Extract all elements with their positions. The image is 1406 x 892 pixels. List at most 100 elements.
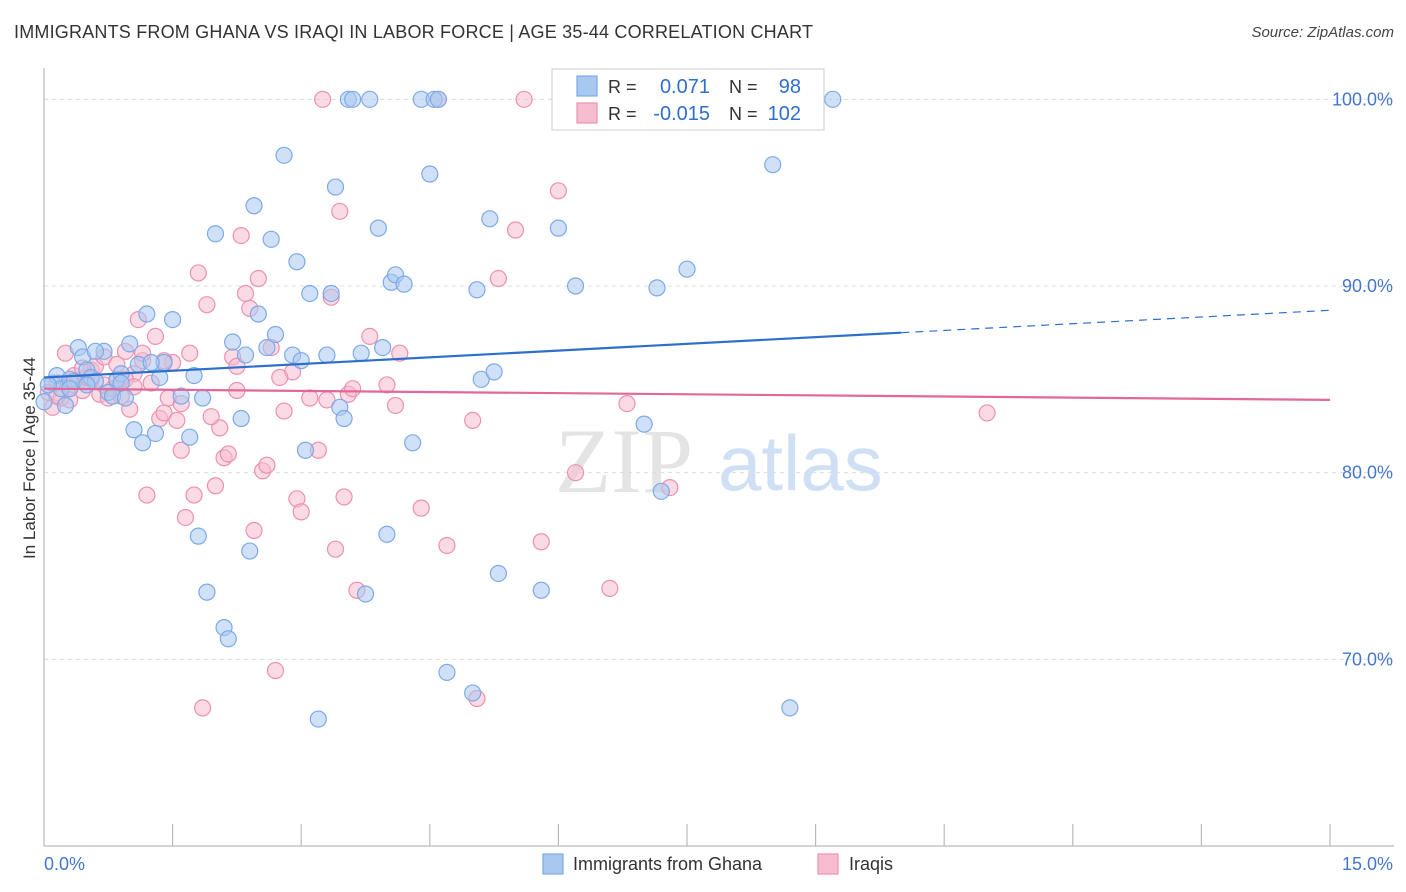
stats-legend: R = 0.071 N = 98 R = -0.015 N = 102	[551, 68, 825, 131]
r-label: R =	[608, 77, 637, 97]
ghana-point	[781, 699, 799, 717]
ghana-point	[185, 367, 203, 385]
ghana-point	[288, 253, 306, 271]
tick-labels: 70.0% 80.0% 90.0% 100.0% 0.0% 15.0%	[44, 89, 1393, 874]
iraqis-point	[506, 221, 525, 239]
ghana-point	[258, 339, 276, 357]
iraqis-point	[189, 264, 207, 282]
iraqis-point	[172, 441, 190, 459]
ghana-point	[206, 225, 225, 243]
iraqis-point	[326, 540, 345, 558]
iraqis-point	[344, 380, 362, 398]
iraqis-point	[566, 464, 585, 482]
source-label: Source: ZipAtlas.com	[1251, 24, 1394, 41]
ghana-point	[219, 630, 237, 648]
ghana-point	[378, 525, 396, 543]
iraqis-point	[236, 284, 255, 303]
y-tick-label: 80.0%	[1342, 463, 1393, 483]
x-tick-label: 15.0%	[1342, 854, 1393, 874]
ghana-point	[635, 415, 653, 433]
ghana-point	[189, 527, 207, 545]
axes	[43, 68, 1394, 847]
iraqis-point	[271, 368, 289, 387]
iraqis-point	[194, 699, 212, 717]
iraqis-point	[978, 404, 996, 422]
iraqis-point	[146, 327, 165, 345]
ghana-point	[146, 424, 165, 443]
iraqis-point	[331, 202, 349, 220]
ghana-point	[549, 219, 568, 237]
iraqis-point	[138, 486, 156, 504]
ghana-point	[335, 409, 353, 428]
ghana-point	[292, 352, 310, 370]
bottom-legend-swatch-ghana	[542, 853, 564, 875]
ghana-point	[164, 311, 182, 329]
ghana-point	[121, 335, 139, 353]
bottom-legend-swatch-iraqis	[817, 853, 839, 875]
iraqis-point	[515, 90, 533, 108]
bottom-legend-label-iraqis: Iraqis	[849, 854, 893, 874]
r-value: -0.015	[653, 103, 710, 125]
iraqis-point	[219, 445, 237, 463]
iraqis-point	[301, 389, 319, 407]
ghana-point	[404, 434, 422, 452]
y-tick-label: 100.0%	[1332, 89, 1393, 109]
bottom-legend: Immigrants from Ghana Iraqis	[542, 853, 893, 875]
n-value: 98	[779, 76, 801, 98]
n-value: 102	[768, 103, 801, 125]
ghana-point	[198, 583, 216, 601]
ghana-point	[86, 342, 105, 360]
ghana-point	[429, 90, 447, 108]
ghana-point	[133, 434, 152, 452]
ghana-point	[232, 409, 250, 428]
ghana-point	[468, 281, 486, 299]
ghana-point	[56, 396, 75, 415]
iraqis-point	[361, 327, 379, 345]
iraqis-point	[275, 402, 293, 420]
ghana-point	[241, 542, 259, 560]
ghana-point	[566, 277, 585, 295]
iraqis-point	[378, 376, 396, 394]
iraqis-point	[202, 408, 220, 426]
bottom-legend-label-ghana: Immigrants from Ghana	[573, 854, 763, 874]
ghana-point	[678, 260, 696, 278]
ghana-point	[224, 333, 242, 351]
iraqis-point	[314, 90, 332, 108]
ghana-point	[374, 339, 392, 357]
ghana-point	[532, 581, 550, 599]
ghana-point	[489, 564, 507, 583]
chart-title: IMMIGRANTS FROM GHANA VS IRAQI IN LABOR …	[14, 22, 814, 42]
n-label: N =	[729, 104, 758, 124]
ghana-point	[464, 684, 482, 702]
iraqis-point	[206, 477, 225, 495]
y-tick-label: 90.0%	[1342, 276, 1393, 296]
ghana-point	[301, 284, 319, 303]
ghana-point	[245, 197, 263, 215]
ghana-point	[249, 305, 267, 323]
ghana-point	[421, 165, 439, 183]
ghana-point	[326, 178, 345, 196]
iraqis-point	[489, 269, 507, 288]
ghana-point	[344, 90, 362, 108]
iraqis-point	[185, 486, 203, 504]
r-value: 0.071	[660, 76, 710, 98]
ghana-point	[356, 585, 375, 603]
ghana-point	[472, 370, 490, 388]
watermark-zip: ZIP	[555, 410, 693, 512]
iraqis-point	[438, 536, 456, 555]
ghana-point	[138, 305, 156, 323]
grid-lines	[44, 98, 1394, 660]
ghana-point	[172, 387, 190, 405]
ghana-point	[824, 90, 842, 108]
ghana-trend-line-extension	[901, 309, 1331, 334]
ghana-point	[318, 346, 336, 364]
n-label: N =	[729, 77, 758, 97]
ghana-point	[112, 374, 130, 392]
ghana-point	[181, 428, 199, 446]
iraqis-trend-line	[43, 387, 1331, 401]
iraqis-point	[176, 508, 195, 527]
iraqis-point	[391, 344, 409, 362]
legend-swatch-iraqis	[576, 102, 598, 124]
trend-lines	[43, 309, 1331, 401]
legend-swatch-ghana	[576, 75, 598, 97]
